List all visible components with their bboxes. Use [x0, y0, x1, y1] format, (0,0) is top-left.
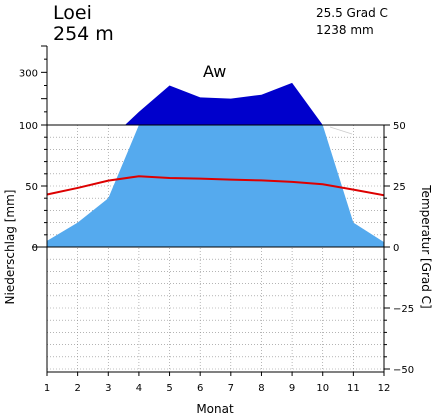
right-tick-label: −50 — [393, 365, 414, 376]
x-tick-label: 10 — [316, 383, 329, 394]
x-tick-label: 11 — [347, 383, 360, 394]
x-tick-label: 8 — [258, 383, 264, 394]
temperature-line-group — [46, 175, 385, 197]
left-tick-label: 100 — [19, 121, 38, 132]
precipitation-excess-fill — [124, 82, 323, 125]
right-tick-label: 0 — [393, 243, 399, 254]
x-tick-label: 12 — [378, 383, 391, 394]
x-tick-label: 9 — [289, 383, 295, 394]
x-tick-label: 7 — [228, 383, 234, 394]
right-tick-label: −25 — [393, 304, 414, 315]
left-tick-label: 300 — [19, 68, 38, 79]
right-tick-label: 50 — [393, 121, 406, 132]
precipitation-area — [47, 82, 384, 247]
station-elevation: 254 m — [53, 23, 114, 45]
x-tick-label: 4 — [136, 383, 142, 394]
dry-hatch-mark — [329, 126, 353, 135]
climate-class: Aw — [203, 62, 226, 81]
left-tick-label: 0 — [32, 243, 38, 254]
x-tick-label: 5 — [166, 383, 172, 394]
y-axis-label-left: Niederschlag [mm] — [3, 190, 17, 305]
plot-frame — [32, 46, 385, 373]
x-tick-label: 3 — [105, 383, 111, 394]
y-axis-label-right: Temperatur [Grad C] — [419, 184, 433, 308]
mean-temperature: 25.5 Grad C — [316, 6, 388, 20]
x-tick-label: 6 — [197, 383, 203, 394]
precipitation-fill — [47, 125, 384, 247]
x-tick-label: 1 — [44, 383, 50, 394]
station-name: Loei — [53, 2, 92, 24]
annual-precipitation: 1238 mm — [316, 23, 374, 37]
right-tick-label: 25 — [393, 182, 406, 193]
x-axis-label: Monat — [196, 402, 234, 416]
temperature-line — [46, 175, 385, 197]
left-tick-label: 50 — [25, 182, 38, 193]
x-tick-label: 2 — [74, 383, 80, 394]
